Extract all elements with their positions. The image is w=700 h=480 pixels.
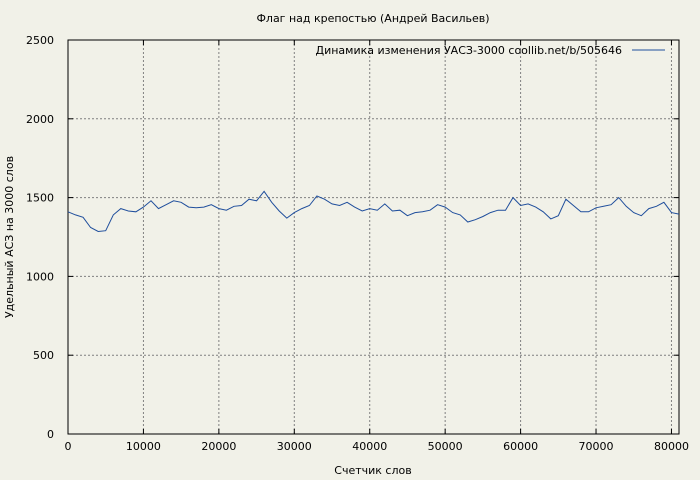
x-axis-label: Счетчик слов: [334, 464, 411, 477]
y-tick-label: 2000: [26, 113, 54, 126]
x-tick-label: 50000: [428, 440, 463, 453]
x-tick-labels: 0 10000 20000 30000 40000 50000 60000 70000 8000…: [65, 440, 689, 453]
y-tick-label: 2500: [26, 34, 54, 47]
grid: [68, 40, 679, 434]
series-group: [67, 190, 680, 233]
x-tick-label: 80000: [654, 440, 689, 453]
chart-title: Флаг над крепостью (Андрей Васильев): [256, 12, 489, 25]
y-tick-label: 1500: [26, 192, 54, 205]
y-axis-label: Удельный АСЗ на 3000 слов: [3, 156, 16, 318]
y-tick-label: 500: [33, 349, 54, 362]
plot-border: [67, 39, 680, 435]
x-tick-label: 20000: [201, 440, 236, 453]
x-tick-label: 60000: [503, 440, 538, 453]
y-tick-label: 1000: [26, 270, 54, 283]
series-line: [67, 190, 680, 233]
legend: Динамика изменения УАСЗ-3000 coollib.net…: [316, 44, 665, 57]
y-tick-labels: 0 500 1000 1500 2000 2500: [26, 34, 54, 441]
x-tick-label: 0: [65, 440, 72, 453]
y-tick-label: 0: [47, 428, 54, 441]
x-tick-label: 40000: [352, 440, 387, 453]
plot-area: [68, 40, 679, 434]
legend-label: Динамика изменения УАСЗ-3000 coollib.net…: [316, 44, 623, 57]
x-tick-label: 30000: [277, 440, 312, 453]
x-tick-label: 10000: [126, 440, 161, 453]
axis-ticks: [67, 39, 679, 435]
x-tick-label: 70000: [579, 440, 614, 453]
